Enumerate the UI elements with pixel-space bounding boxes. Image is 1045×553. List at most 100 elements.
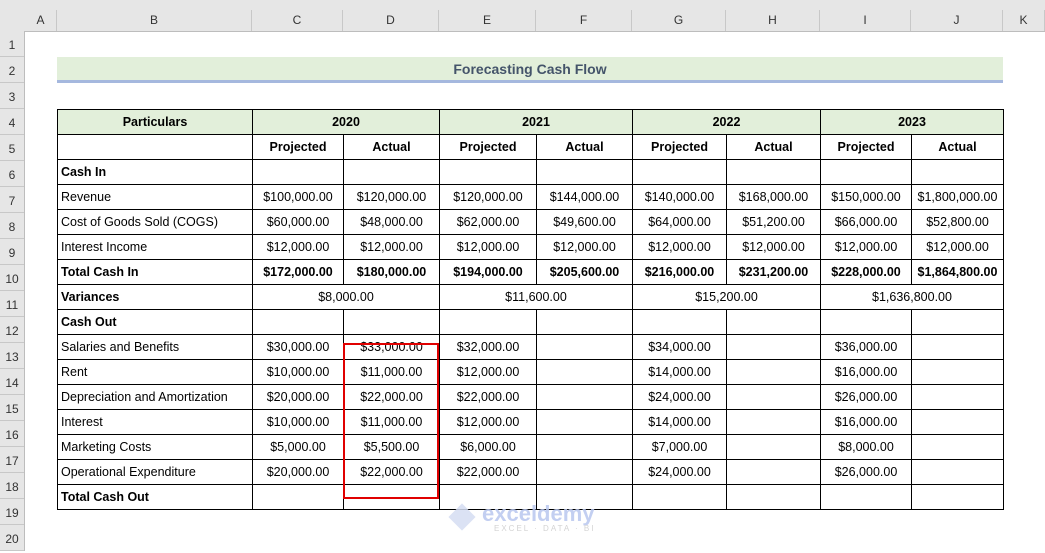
row-header-18[interactable]: 18 (0, 473, 24, 499)
year-header[interactable]: 2021 (439, 109, 633, 135)
data-cell[interactable]: $14,000.00 (632, 409, 727, 435)
data-cell[interactable]: $12,000.00 (439, 234, 537, 260)
row-header-20[interactable]: 20 (0, 525, 24, 551)
data-cell[interactable]: $12,000.00 (726, 234, 821, 260)
data-cell[interactable]: $1,864,800.00 (911, 259, 1004, 285)
data-cell[interactable] (536, 159, 633, 185)
data-cell[interactable]: $34,000.00 (632, 334, 727, 360)
data-cell[interactable]: $12,000.00 (536, 234, 633, 260)
subheader-cell[interactable]: Actual (343, 134, 440, 160)
data-cell[interactable] (726, 434, 821, 460)
data-cell[interactable]: $1,636,800.00 (820, 284, 1004, 310)
data-cell[interactable]: $24,000.00 (632, 459, 727, 485)
row-label[interactable]: Operational Expenditure (57, 459, 253, 485)
data-cell[interactable]: $32,000.00 (439, 334, 537, 360)
row-label[interactable]: Cash Out (57, 309, 253, 335)
data-cell[interactable]: $140,000.00 (632, 184, 727, 210)
data-cell[interactable] (911, 309, 1004, 335)
data-cell[interactable]: $26,000.00 (820, 459, 912, 485)
data-cell[interactable]: $12,000.00 (439, 359, 537, 385)
data-cell[interactable] (632, 159, 727, 185)
row-label[interactable]: Total Cash In (57, 259, 253, 285)
subheader-cell[interactable]: Projected (252, 134, 344, 160)
column-header-B[interactable]: B (57, 10, 252, 31)
row-header-5[interactable]: 5 (0, 135, 24, 161)
data-cell[interactable]: $216,000.00 (632, 259, 727, 285)
year-header[interactable]: 2022 (632, 109, 821, 135)
data-cell[interactable] (536, 434, 633, 460)
row-label[interactable]: Variances (57, 284, 253, 310)
column-header-F[interactable]: F (536, 10, 632, 31)
data-cell[interactable] (252, 309, 344, 335)
data-cell[interactable] (252, 159, 344, 185)
data-cell[interactable] (536, 309, 633, 335)
row-header-4[interactable]: 4 (0, 109, 24, 135)
data-cell[interactable] (911, 359, 1004, 385)
data-cell[interactable]: $22,000.00 (439, 459, 537, 485)
data-cell[interactable]: $36,000.00 (820, 334, 912, 360)
data-cell[interactable] (911, 384, 1004, 410)
row-label[interactable]: Revenue (57, 184, 253, 210)
data-cell[interactable]: $24,000.00 (632, 384, 727, 410)
column-header-D[interactable]: D (343, 10, 439, 31)
row-label[interactable]: Cost of Goods Sold (COGS) (57, 209, 253, 235)
data-cell[interactable] (536, 459, 633, 485)
data-cell[interactable] (726, 409, 821, 435)
data-cell[interactable] (726, 484, 821, 510)
row-header-10[interactable]: 10 (0, 265, 24, 291)
data-cell[interactable]: $168,000.00 (726, 184, 821, 210)
row-header-14[interactable]: 14 (0, 369, 24, 395)
data-cell[interactable]: $5,500.00 (343, 434, 440, 460)
data-cell[interactable]: $120,000.00 (343, 184, 440, 210)
data-cell[interactable] (911, 434, 1004, 460)
data-cell[interactable]: $12,000.00 (252, 234, 344, 260)
data-cell[interactable]: $20,000.00 (252, 384, 344, 410)
data-cell[interactable] (820, 484, 912, 510)
data-cell[interactable] (252, 484, 344, 510)
data-cell[interactable]: $60,000.00 (252, 209, 344, 235)
data-cell[interactable] (726, 159, 821, 185)
year-header[interactable]: 2023 (820, 109, 1004, 135)
data-cell[interactable] (820, 309, 912, 335)
data-cell[interactable]: $15,200.00 (632, 284, 821, 310)
row-header-1[interactable]: 1 (0, 31, 24, 57)
row-label[interactable]: Total Cash Out (57, 484, 253, 510)
data-cell[interactable]: $194,000.00 (439, 259, 537, 285)
column-header-C[interactable]: C (252, 10, 343, 31)
data-cell[interactable]: $30,000.00 (252, 334, 344, 360)
data-cell[interactable]: $12,000.00 (439, 409, 537, 435)
data-cell[interactable]: $49,600.00 (536, 209, 633, 235)
data-cell[interactable] (911, 484, 1004, 510)
column-header-E[interactable]: E (439, 10, 536, 31)
row-header-7[interactable]: 7 (0, 187, 24, 213)
empty-cell[interactable] (57, 134, 253, 160)
data-cell[interactable] (726, 459, 821, 485)
row-header-15[interactable]: 15 (0, 395, 24, 421)
data-cell[interactable] (536, 334, 633, 360)
data-cell[interactable]: $16,000.00 (820, 359, 912, 385)
data-cell[interactable] (911, 459, 1004, 485)
data-cell[interactable]: $52,800.00 (911, 209, 1004, 235)
data-cell[interactable] (911, 159, 1004, 185)
column-header-H[interactable]: H (726, 10, 820, 31)
data-cell[interactable]: $26,000.00 (820, 384, 912, 410)
data-cell[interactable]: $100,000.00 (252, 184, 344, 210)
data-cell[interactable]: $10,000.00 (252, 359, 344, 385)
subheader-cell[interactable]: Projected (820, 134, 912, 160)
data-cell[interactable]: $22,000.00 (343, 384, 440, 410)
data-cell[interactable] (439, 159, 537, 185)
row-header-2[interactable]: 2 (0, 57, 24, 83)
data-cell[interactable]: $62,000.00 (439, 209, 537, 235)
column-header-I[interactable]: I (820, 10, 911, 31)
data-cell[interactable]: $51,200.00 (726, 209, 821, 235)
data-cell[interactable]: $48,000.00 (343, 209, 440, 235)
row-header-13[interactable]: 13 (0, 343, 24, 369)
data-cell[interactable]: $66,000.00 (820, 209, 912, 235)
data-cell[interactable]: $12,000.00 (820, 234, 912, 260)
row-header-6[interactable]: 6 (0, 161, 24, 187)
data-cell[interactable] (911, 409, 1004, 435)
data-cell[interactable] (820, 159, 912, 185)
row-header-8[interactable]: 8 (0, 213, 24, 239)
row-header-12[interactable]: 12 (0, 317, 24, 343)
row-header-9[interactable]: 9 (0, 239, 24, 265)
